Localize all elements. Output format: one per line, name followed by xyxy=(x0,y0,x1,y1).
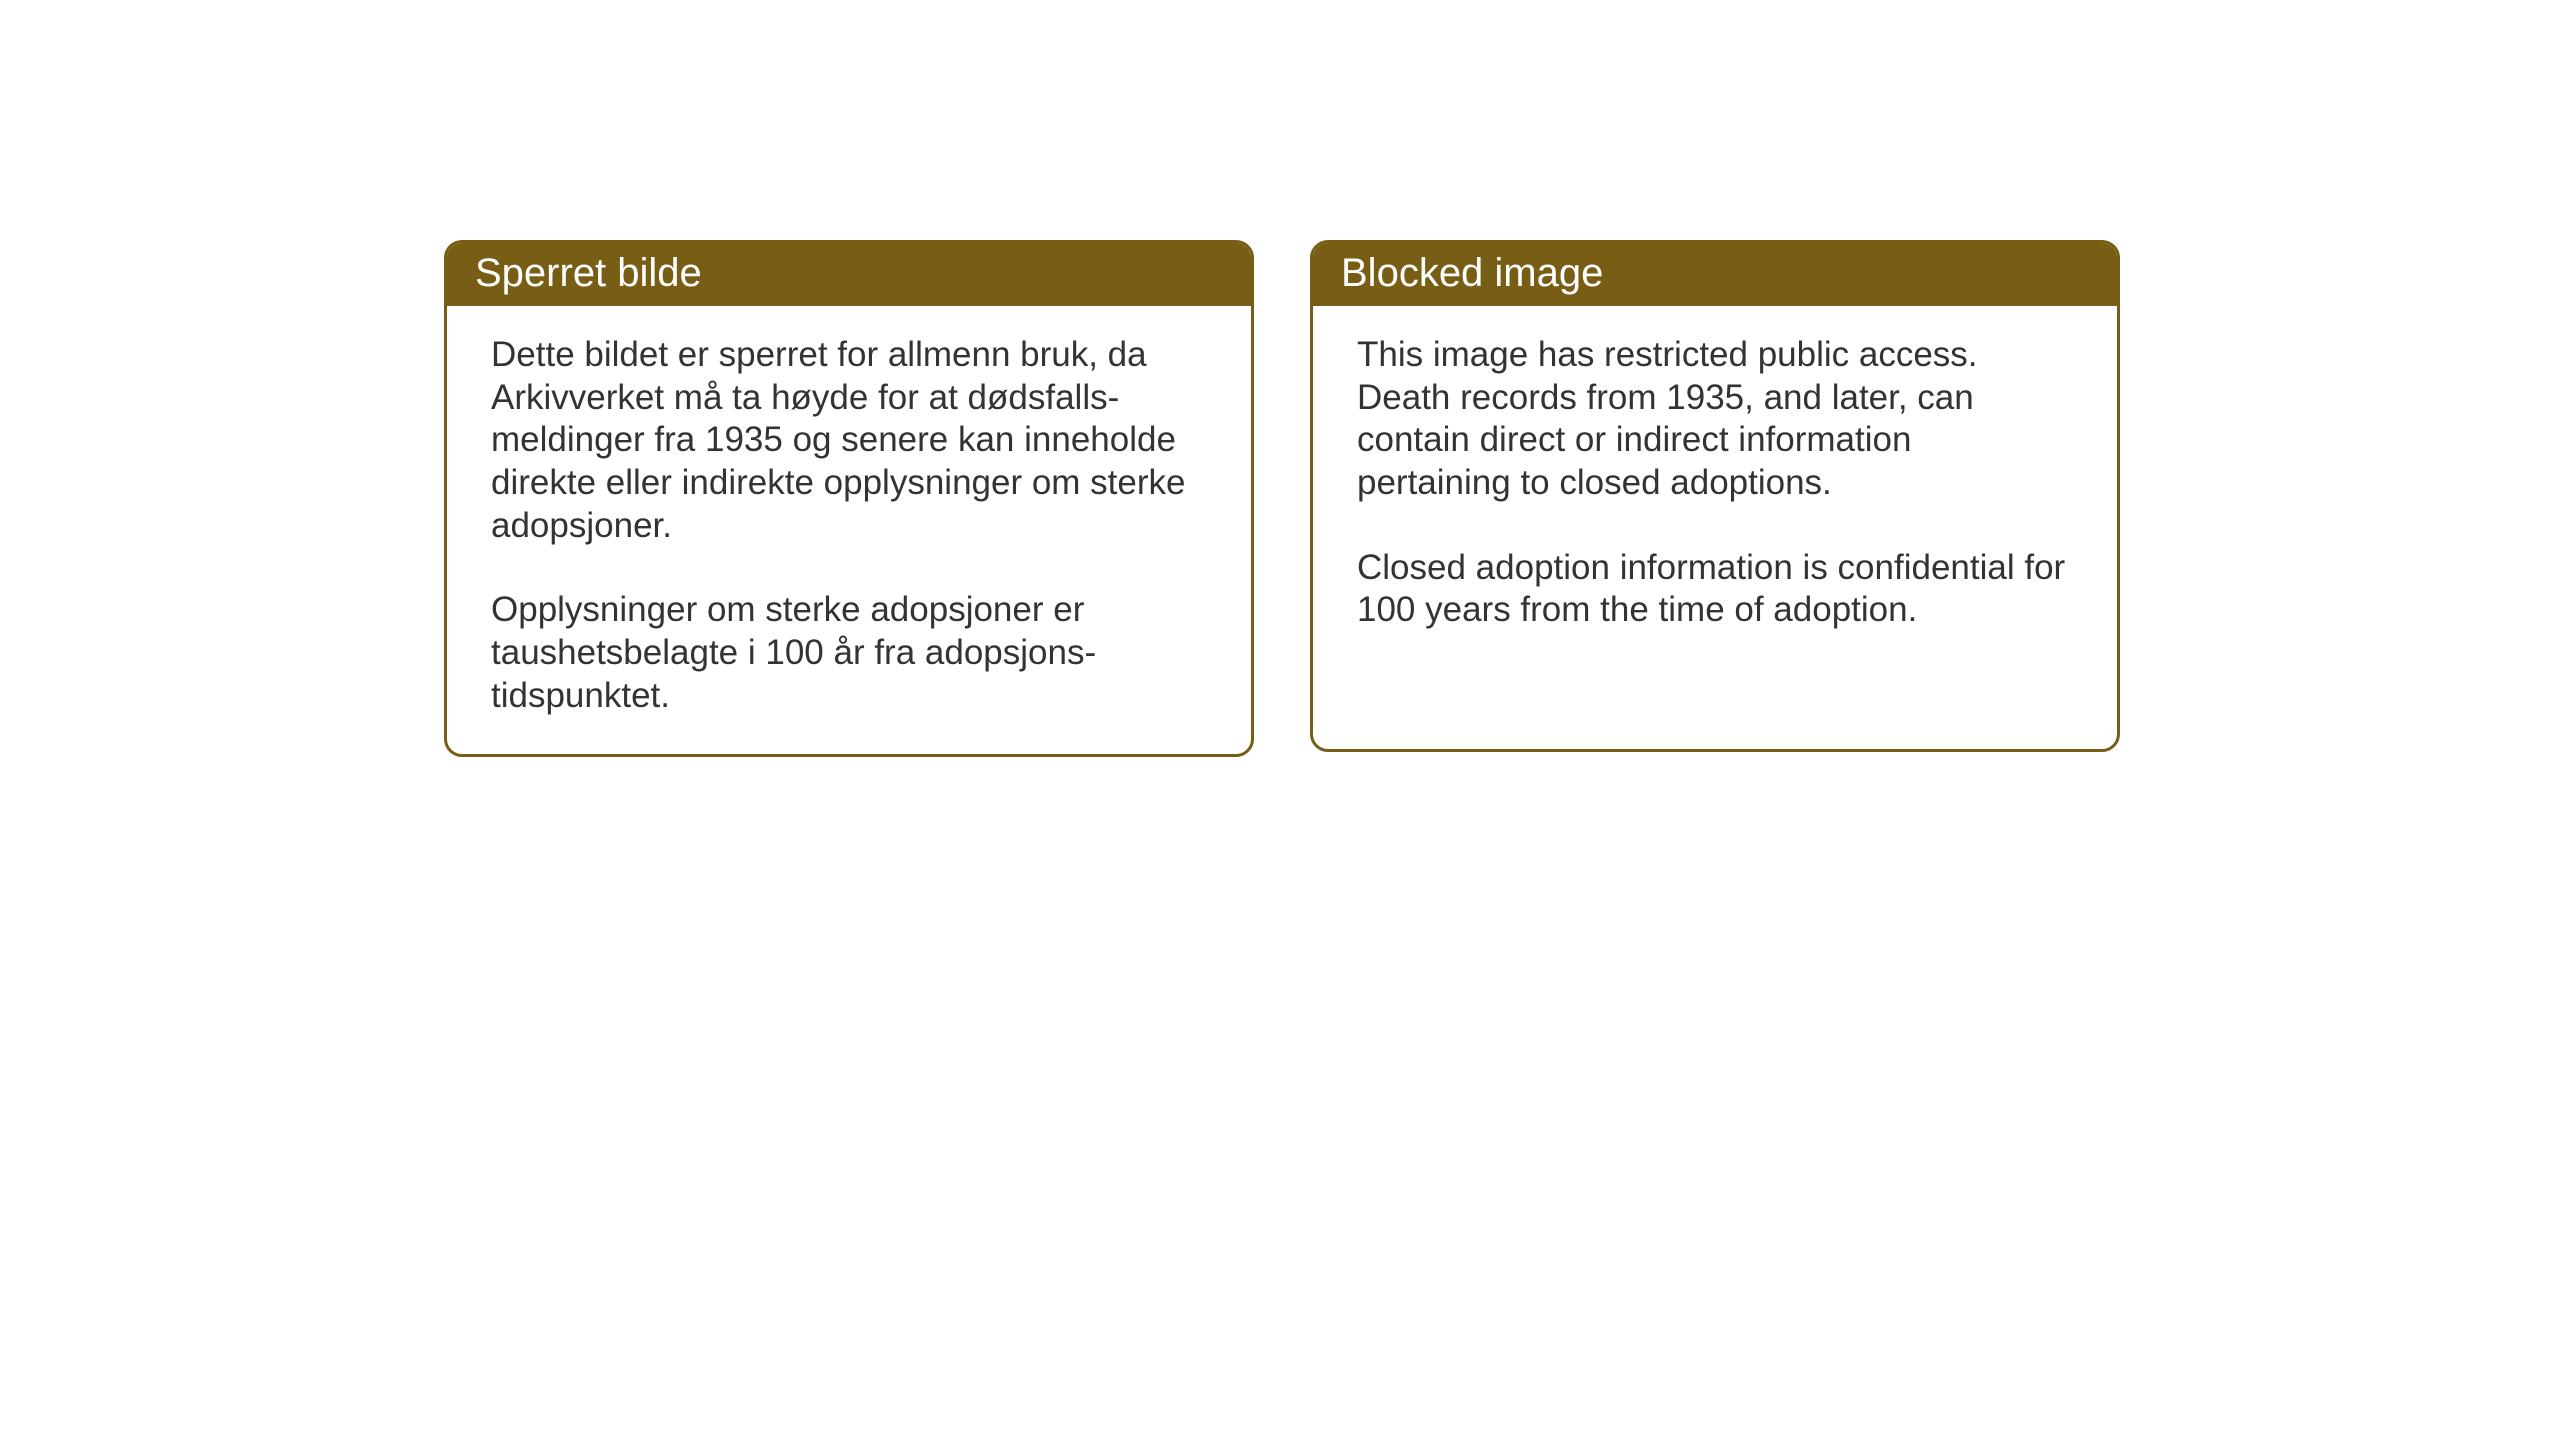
notice-paragraph-english-1: This image has restricted public access.… xyxy=(1357,334,2073,505)
notice-body-norwegian: Dette bildet er sperret for allmenn bruk… xyxy=(447,306,1251,754)
notice-paragraph-norwegian-2: Opplysninger om sterke adopsjoner er tau… xyxy=(491,589,1207,717)
notice-container: Sperret bilde Dette bildet er sperret fo… xyxy=(444,240,2120,757)
notice-title-english: Blocked image xyxy=(1341,251,1603,295)
notice-card-english: Blocked image This image has restricted … xyxy=(1310,240,2120,752)
notice-body-english: This image has restricted public access.… xyxy=(1313,306,2117,668)
notice-header-norwegian: Sperret bilde xyxy=(447,243,1251,306)
notice-card-norwegian: Sperret bilde Dette bildet er sperret fo… xyxy=(444,240,1254,757)
notice-paragraph-english-2: Closed adoption information is confident… xyxy=(1357,547,2073,632)
notice-paragraph-norwegian-1: Dette bildet er sperret for allmenn bruk… xyxy=(491,334,1207,547)
notice-title-norwegian: Sperret bilde xyxy=(475,251,702,295)
notice-header-english: Blocked image xyxy=(1313,243,2117,306)
